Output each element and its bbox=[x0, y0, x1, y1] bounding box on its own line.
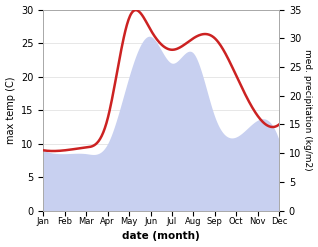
Y-axis label: med. precipitation (kg/m2): med. precipitation (kg/m2) bbox=[303, 49, 313, 171]
X-axis label: date (month): date (month) bbox=[122, 231, 200, 242]
Y-axis label: max temp (C): max temp (C) bbox=[5, 76, 16, 144]
